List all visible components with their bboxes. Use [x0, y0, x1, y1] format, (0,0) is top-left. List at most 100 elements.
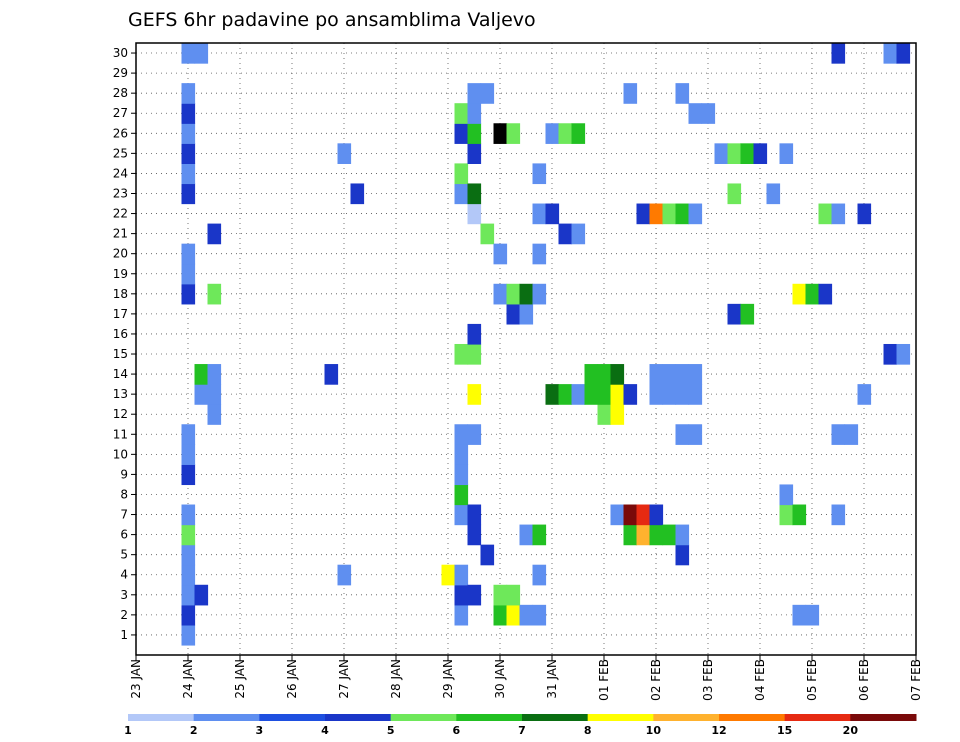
ensemble-cell — [181, 444, 196, 465]
ensemble-cell — [181, 524, 196, 546]
ensemble-cell — [558, 384, 573, 405]
ensemble-cell — [181, 243, 196, 265]
ensemble-cell — [207, 223, 222, 245]
ensemble-cell — [181, 123, 196, 144]
ensemble-cell — [662, 364, 677, 385]
y-tick-label: 18 — [113, 287, 128, 301]
ensemble-cell — [532, 564, 547, 586]
ensemble-cell — [805, 604, 820, 626]
ensemble-cell — [181, 83, 196, 104]
ensemble-cell — [181, 43, 196, 64]
colorbar-segment — [719, 714, 786, 721]
y-tick-label: 26 — [113, 126, 128, 140]
ensemble-cell — [558, 123, 573, 144]
ensemble-cell — [194, 364, 209, 385]
ensemble-cell — [506, 584, 521, 606]
ensemble-cell — [753, 143, 768, 164]
ensemble-cell — [740, 303, 755, 325]
ensemble-cell — [571, 123, 586, 144]
ensemble-cell — [467, 424, 482, 445]
y-tick-label: 21 — [113, 227, 128, 241]
ensemble-cell — [493, 243, 508, 265]
ensemble-cell — [454, 343, 469, 365]
ensemble-cell — [571, 223, 586, 245]
ensemble-cell — [181, 624, 196, 646]
y-tick-label: 29 — [113, 66, 128, 80]
ensemble-cell — [649, 364, 664, 385]
ensemble-cells — [181, 43, 911, 646]
ensemble-cell — [454, 103, 469, 124]
ensemble-cell — [662, 203, 677, 225]
ensemble-cell — [857, 203, 872, 225]
y-tick-label: 9 — [120, 467, 128, 481]
ensemble-cell — [675, 424, 690, 445]
ensemble-cell — [844, 424, 859, 445]
ensemble-cell — [532, 283, 547, 305]
ensemble-cell — [454, 183, 469, 205]
y-tick-label: 4 — [120, 568, 128, 582]
ensemble-cell — [649, 504, 664, 526]
colorbar-segment — [522, 714, 589, 721]
ensemble-cell — [610, 504, 625, 526]
ensemble-cell — [896, 43, 911, 64]
ensemble-cell — [571, 384, 586, 405]
y-tick-label: 6 — [120, 528, 128, 542]
ensemble-cell — [649, 524, 664, 546]
ensemble-cell — [207, 364, 222, 385]
ensemble-cell — [792, 283, 807, 305]
y-tick-label: 30 — [113, 46, 128, 60]
colorbar-segment — [456, 714, 523, 721]
ensemble-cell — [584, 384, 599, 405]
ensemble-cell — [454, 504, 469, 526]
y-tick-label: 11 — [113, 427, 128, 441]
y-tick-label: 2 — [120, 608, 128, 622]
ensemble-cell — [545, 123, 560, 144]
ensemble-cell — [493, 584, 508, 606]
colorbar-segment — [653, 714, 720, 721]
ensemble-cell — [636, 504, 651, 526]
ensemble-cell — [467, 123, 482, 144]
y-tick-label: 1 — [120, 628, 128, 642]
ensemble-cell — [506, 604, 521, 626]
ensemble-cell — [181, 163, 196, 185]
ensemble-cell — [818, 283, 833, 305]
ensemble-cell — [883, 43, 898, 64]
ensemble-cell — [532, 604, 547, 626]
ensemble-cell — [506, 283, 521, 305]
ensemble-cell — [194, 384, 209, 405]
x-tick-label: 27 JAN — [337, 659, 351, 699]
colorbar-label: 5 — [387, 724, 395, 737]
ensemble-cell — [714, 143, 729, 164]
colorbar-segment — [259, 714, 326, 721]
ensemble-cell — [181, 263, 196, 285]
ensemble-cell — [467, 504, 482, 526]
ensemble-cell — [519, 604, 534, 626]
y-tick-label: 27 — [113, 106, 128, 120]
colorbar-label: 7 — [518, 724, 526, 737]
ensemble-cell — [207, 384, 222, 405]
y-tick-label: 10 — [113, 447, 128, 461]
ensemble-cell — [454, 584, 469, 606]
ensemble-cell — [337, 564, 352, 586]
y-tick-label: 16 — [113, 327, 128, 341]
colorbar-label: 3 — [256, 724, 264, 737]
ensemble-cell — [467, 183, 482, 205]
ensemble-cell — [701, 103, 716, 124]
ensemble-cell — [467, 203, 482, 225]
ensemble-cell — [181, 424, 196, 445]
x-axis-ticks: 23 JAN 24 JAN 25 JAN 26 JAN 27 JAN 28 JAN 29 J… — [129, 655, 923, 701]
ensemble-cell — [454, 604, 469, 626]
ensemble-cell — [181, 183, 196, 205]
ensemble-cell — [623, 504, 638, 526]
ensemble-cell — [792, 504, 807, 526]
ensemble-cell — [454, 564, 469, 586]
ensemble-cell — [181, 564, 196, 586]
ensemble-cell — [688, 203, 703, 225]
y-tick-label: 7 — [120, 508, 128, 522]
ensemble-cell — [181, 283, 196, 305]
ensemble-cell — [831, 424, 846, 445]
ensemble-cell — [493, 123, 508, 144]
ensemble-cell — [181, 143, 196, 164]
ensemble-cell — [896, 343, 911, 365]
y-tick-label: 5 — [120, 548, 128, 562]
